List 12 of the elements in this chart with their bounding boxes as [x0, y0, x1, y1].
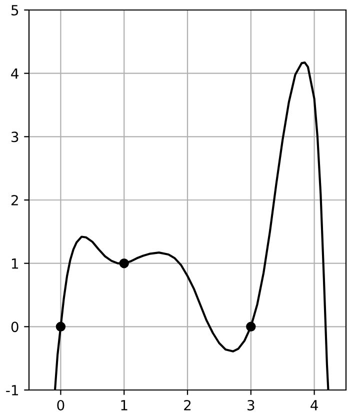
y-tick-label: 1 — [12, 258, 18, 269]
y-tick-label: 2 — [11, 194, 18, 206]
x-tick-label: 4 — [310, 400, 318, 410]
y-tick-label: 3 — [12, 132, 18, 142]
y-tick-label: -1 — [6, 385, 18, 396]
x-tick-label: 3 — [248, 400, 254, 410]
y-tick-label: 0 — [11, 322, 18, 332]
x-tick-label: 1 — [121, 400, 128, 410]
x-tick-label: 0 — [57, 400, 64, 410]
y-tick-label: 4 — [11, 68, 18, 79]
x-tick-label: 2 — [184, 400, 191, 410]
y-tick-label: 5 — [12, 5, 18, 16]
